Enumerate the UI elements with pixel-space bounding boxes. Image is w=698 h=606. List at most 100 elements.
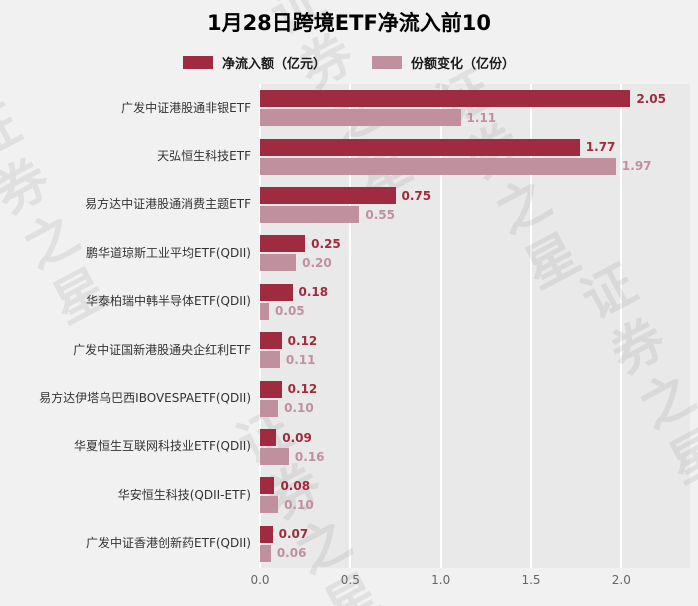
- value-label: 0.20: [302, 255, 332, 270]
- share-change-bar: [260, 254, 297, 272]
- bar-line: 0.08: [260, 477, 690, 495]
- gridline: [349, 84, 352, 568]
- share-change-bar: [260, 109, 461, 127]
- share-change-bar: [260, 157, 616, 175]
- bar-line: 0.12: [260, 332, 690, 350]
- x-tick-label: 0.5: [340, 573, 360, 587]
- net-inflow-bar: [260, 477, 275, 495]
- value-label: 0.05: [275, 304, 305, 319]
- share-change-bar: [260, 448, 289, 466]
- legend: 净流入额（亿元） 份额变化（亿份）: [0, 53, 698, 72]
- value-label: 0.10: [284, 497, 314, 512]
- gridline: [530, 84, 532, 568]
- value-label: 0.16: [294, 449, 325, 464]
- value-label: 0.07: [278, 527, 309, 542]
- gridline: [259, 84, 261, 568]
- category-label: 易方达中证港股通消费主题ETF: [85, 197, 251, 212]
- net-inflow-bar: [260, 380, 282, 398]
- x-axis: 0.0 0.5 1.0 1.5 2.0: [250, 573, 690, 593]
- category-label: 华安恒生科技(QDII-ETF): [117, 487, 251, 502]
- bar-group: 0.07 0.06: [260, 525, 690, 562]
- bar-group: 0.75 0.55: [260, 187, 690, 224]
- category-label: 广发中证港股通非银ETF: [121, 100, 251, 115]
- bar-line: 0.55: [260, 206, 690, 224]
- legend-item-share-change: 份额变化（亿份）: [372, 53, 515, 72]
- bar-line: 0.06: [260, 544, 690, 562]
- legend-label-share-change: 份额变化（亿份）: [411, 57, 516, 72]
- share-change-bar: [260, 302, 270, 320]
- share-change-bar: [260, 496, 279, 514]
- bar-line: 0.18: [260, 283, 690, 301]
- value-label: 0.75: [401, 188, 432, 203]
- bar-group: 2.05 1.11: [260, 90, 690, 127]
- share-change-swatch: [372, 56, 402, 69]
- bar-group: 0.12 0.11: [260, 332, 690, 369]
- share-change-bar: [260, 544, 271, 562]
- value-label: 1.77: [585, 140, 616, 155]
- value-label: 0.11: [285, 352, 316, 367]
- chart-row: 华夏恒生互联网科技业ETF(QDII) 0.09 0.16: [0, 423, 690, 471]
- net-inflow-swatch: [182, 56, 213, 69]
- bar-group: 1.77 1.97: [260, 138, 690, 175]
- bar-line: 0.20: [260, 254, 690, 272]
- net-inflow-bar: [260, 429, 277, 447]
- chart-row: 广发中证国新港股通央企红利ETF 0.12 0.11: [0, 326, 690, 374]
- category-label: 广发中证国新港股通央企红利ETF: [73, 342, 251, 357]
- bar-line: 0.07: [260, 525, 690, 543]
- chart-title: 1月28日跨境ETF净流入前10: [206, 11, 492, 35]
- chart-row: 华泰柏瑞中韩半导体ETF(QDII) 0.18 0.05: [0, 278, 690, 326]
- category-label: 广发中证香港创新药ETF(QDII): [86, 536, 251, 551]
- category-label: 易方达伊塔乌巴西IBOVESPAETF(QDII): [39, 391, 251, 406]
- x-tick-label: 0.0: [250, 573, 270, 587]
- value-label: 0.06: [276, 546, 307, 561]
- legend-label-net-inflow: 净流入额（亿元）: [221, 57, 326, 72]
- bar-group: 0.09 0.16: [260, 429, 690, 466]
- bar-line: 0.12: [260, 380, 690, 398]
- value-label: 0.12: [287, 382, 318, 397]
- bar-group: 0.25 0.20: [260, 235, 690, 272]
- chart-row: 易方达中证港股通消费主题ETF 0.75 0.55: [0, 181, 690, 229]
- share-change-bar: [260, 399, 279, 417]
- chart-row: 广发中证港股通非银ETF 2.05 1.11: [0, 84, 690, 132]
- bar-line: 0.09: [260, 429, 690, 447]
- bar-line: 0.25: [260, 235, 690, 253]
- bar-group: 0.08 0.10: [260, 477, 690, 514]
- bar-line: 0.10: [260, 399, 690, 417]
- chart-row: 易方达伊塔乌巴西IBOVESPAETF(QDII) 0.12 0.10: [0, 374, 690, 422]
- chart-row: 鹏华道琼斯工业平均ETF(QDII) 0.25 0.20: [0, 229, 690, 277]
- chart-row: 天弘恒生科技ETF 1.77 1.97: [0, 132, 690, 180]
- net-inflow-bar: [260, 138, 580, 156]
- value-label: 0.09: [282, 430, 312, 445]
- value-label: 1.97: [621, 159, 652, 174]
- bar-line: 1.97: [260, 157, 690, 175]
- net-inflow-bar: [260, 187, 396, 205]
- bar-rows: 广发中证港股通非银ETF 2.05 1.11 天弘恒生科技ETF 1.77 1.97 易方达…: [0, 84, 690, 568]
- bar-group: 0.12 0.10: [260, 380, 690, 417]
- bar-line: 2.05: [260, 90, 690, 108]
- x-tick-label: 1.5: [521, 573, 541, 587]
- x-tick-label: 1.0: [431, 573, 451, 587]
- value-label: 0.55: [365, 207, 395, 222]
- value-label: 1.11: [466, 110, 497, 125]
- value-label: 0.18: [298, 285, 329, 300]
- bar-line: 1.11: [260, 109, 690, 127]
- bar-line: 0.11: [260, 351, 690, 369]
- net-inflow-bar: [260, 235, 306, 253]
- gridline: [620, 84, 623, 568]
- value-label: 2.05: [636, 91, 666, 106]
- value-label: 0.10: [284, 401, 314, 416]
- bar-line: 1.77: [260, 138, 690, 156]
- net-inflow-bar: [260, 90, 631, 108]
- x-tick-label: 2.0: [611, 573, 631, 587]
- category-label: 天弘恒生科技ETF: [157, 149, 251, 164]
- bar-line: 0.75: [260, 187, 690, 205]
- net-inflow-bar: [260, 283, 293, 301]
- value-label: 0.25: [311, 236, 341, 251]
- net-inflow-bar: [260, 332, 282, 350]
- bar-line: 0.16: [260, 448, 690, 466]
- legend-item-net-inflow: 净流入额（亿元）: [182, 53, 326, 72]
- net-inflow-bar: [260, 525, 273, 543]
- category-label: 华夏恒生互联网科技业ETF(QDII): [74, 439, 251, 454]
- gridline: [439, 84, 442, 568]
